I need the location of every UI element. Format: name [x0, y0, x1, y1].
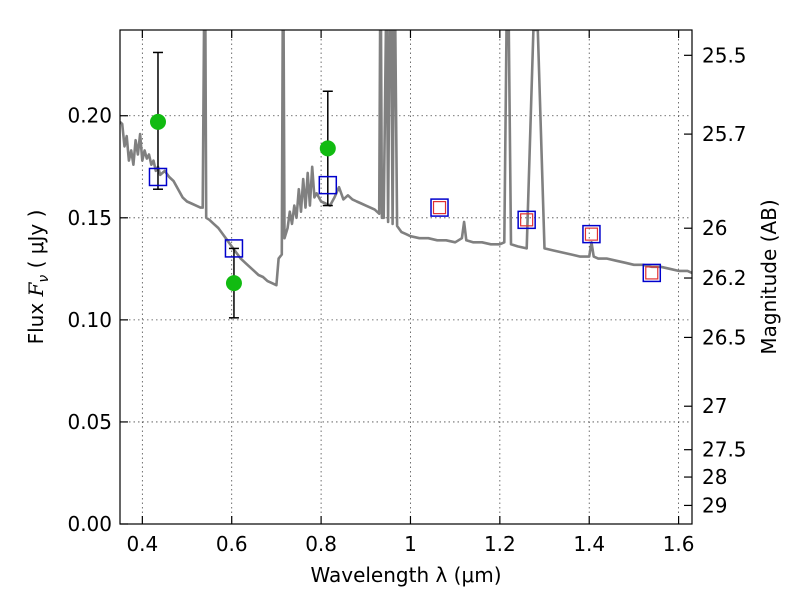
predicted-band-square: [432, 200, 447, 215]
x-tick-label: 1.6: [663, 532, 695, 556]
grid: [120, 30, 692, 524]
plot-frame: [119, 29, 693, 525]
model-band-square: [517, 210, 536, 230]
model-band-square: [224, 239, 244, 258]
model-band-square: [318, 175, 338, 195]
predicted-band-square: [520, 213, 534, 227]
y2-tick-label: 25.7: [702, 122, 747, 146]
y2-axis-title: Magnitude (AB): [757, 199, 781, 354]
x-tick-label: 1.2: [484, 532, 516, 556]
observed-point: [149, 113, 166, 130]
model-band-square: [642, 263, 662, 283]
model-spectrum-line: [120, 30, 692, 287]
y-tick-label: 0.20: [67, 104, 112, 128]
y-tick-label: 0.05: [67, 410, 112, 434]
y2-tick-label: 27: [702, 394, 727, 418]
y-tick-label: 0.10: [67, 308, 112, 332]
y2-tick-label: 26.5: [702, 325, 747, 349]
model-band-square: [430, 198, 449, 217]
tick-labels: 0.4 0.6 0.8 1 1.2 1.4 1.6 0.00 0.05 0.10 0.15 0.20 2…: [67, 43, 746, 556]
predicted-band-square: [584, 227, 599, 241]
x-tick-label: 0.6: [216, 532, 248, 556]
axis-ticks: [120, 30, 692, 525]
data-markers: [148, 51, 662, 319]
y2-tick-label: 26.2: [702, 266, 747, 290]
model-band-square: [582, 224, 601, 244]
observed-point: [319, 140, 336, 157]
x-tick-label: 0.8: [305, 532, 337, 556]
x-tick-label: 1.4: [573, 532, 605, 556]
model-band-square: [148, 167, 168, 187]
y2-tick-label: 26: [702, 216, 727, 240]
predicted-band-square: [645, 266, 659, 280]
x-tick-label: 1: [404, 532, 417, 556]
observed-point: [225, 275, 242, 292]
x-tick-label: 0.4: [126, 532, 158, 556]
y2-tick-label: 25.5: [702, 43, 747, 67]
y2-tick-label: 29: [702, 493, 727, 517]
y-tick-label: 0.00: [67, 512, 112, 536]
y2-tick-label: 28: [702, 465, 727, 489]
y-axis-title: Flux Fν ( μJy ): [24, 210, 52, 345]
y-tick-label: 0.15: [67, 206, 112, 230]
x-axis-title: Wavelength λ (μm): [310, 563, 501, 587]
y2-tick-label: 27.5: [702, 438, 747, 462]
